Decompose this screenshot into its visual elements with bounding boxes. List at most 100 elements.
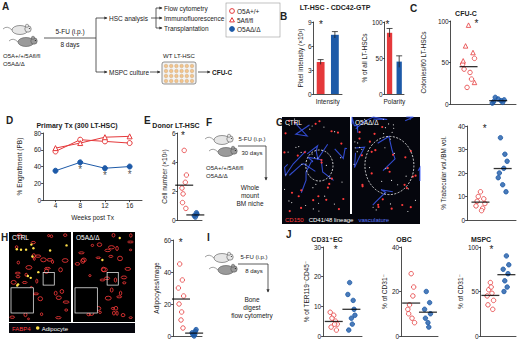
svg-text:20: 20 xyxy=(34,180,42,187)
svg-text:*: * xyxy=(103,170,107,181)
svg-text:10: 10 xyxy=(314,303,322,310)
svg-text:Flow cytometry: Flow cytometry xyxy=(164,5,208,13)
svg-text:CD31⁺EC: CD31⁺EC xyxy=(311,236,342,243)
svg-text:5-FU (i.p.): 5-FU (i.p.) xyxy=(241,254,268,260)
svg-text:CD41/48 lineage: CD41/48 lineage xyxy=(309,217,354,223)
svg-text:*: * xyxy=(334,244,338,255)
svg-text:B: B xyxy=(280,11,287,22)
svg-text:OBC: OBC xyxy=(396,236,412,243)
svg-text:5Afl/fl: 5Afl/fl xyxy=(237,17,254,24)
svg-text:20: 20 xyxy=(392,288,400,295)
svg-text:Colonies/60 LT-HSCs: Colonies/60 LT-HSCs xyxy=(420,31,427,94)
svg-text:30 days: 30 days xyxy=(241,150,262,156)
svg-text:Immunofluorescence: Immunofluorescence xyxy=(164,15,225,22)
svg-text:9: 9 xyxy=(308,19,312,26)
svg-text:HSC analysis: HSC analysis xyxy=(109,15,149,23)
svg-text:30: 30 xyxy=(314,244,322,251)
svg-text:8: 8 xyxy=(78,202,82,209)
svg-text:Adipocyte: Adipocyte xyxy=(42,326,69,332)
svg-text:CD150: CD150 xyxy=(285,217,304,223)
svg-text:0: 0 xyxy=(318,333,322,340)
svg-text:C: C xyxy=(410,3,417,14)
svg-text:16: 16 xyxy=(126,202,134,209)
svg-text:100: 100 xyxy=(468,244,479,251)
svg-text:CTRL: CTRL xyxy=(285,119,302,126)
svg-text:WT LT-HSC: WT LT-HSC xyxy=(163,53,195,59)
svg-text:BM niche: BM niche xyxy=(236,200,263,207)
svg-text:Bone: Bone xyxy=(244,296,260,303)
svg-text:flow cytometry: flow cytometry xyxy=(231,312,273,320)
svg-text:E: E xyxy=(144,115,151,126)
svg-text:*: * xyxy=(386,19,390,30)
svg-text:Polarity: Polarity xyxy=(384,98,406,106)
svg-text:O5AΔ/Δ: O5AΔ/Δ xyxy=(237,26,261,33)
svg-text:20: 20 xyxy=(314,273,322,280)
svg-text:O5AΔ/Δ: O5AΔ/Δ xyxy=(3,61,25,67)
svg-text:Pixel intensity (×10³): Pixel intensity (×10³) xyxy=(297,28,305,87)
svg-text:Whole: Whole xyxy=(241,184,260,191)
svg-text:Cell number (×10²): Cell number (×10²) xyxy=(161,149,169,203)
svg-text:J: J xyxy=(286,229,292,240)
svg-text:*: * xyxy=(181,130,185,141)
svg-text:0: 0 xyxy=(396,333,400,340)
svg-text:2: 2 xyxy=(172,188,176,195)
svg-text:H: H xyxy=(1,232,8,243)
svg-text:Adipocytes/image: Adipocytes/image xyxy=(153,262,161,314)
svg-text:0: 0 xyxy=(308,91,312,98)
svg-text:CTRL: CTRL xyxy=(12,234,29,241)
svg-text:Intensity: Intensity xyxy=(316,98,341,106)
svg-text:0: 0 xyxy=(462,217,466,224)
svg-text:50: 50 xyxy=(376,55,384,62)
svg-text:Donor LT-HSC: Donor LT-HSC xyxy=(152,122,199,129)
svg-text:0: 0 xyxy=(445,101,449,108)
svg-text:0: 0 xyxy=(475,333,479,340)
svg-text:100: 100 xyxy=(438,18,449,25)
svg-text:D: D xyxy=(6,115,13,126)
svg-text:12: 12 xyxy=(101,202,109,209)
svg-text:4: 4 xyxy=(54,202,58,209)
svg-text:0: 0 xyxy=(172,217,176,224)
svg-text:10: 10 xyxy=(458,193,466,200)
svg-text:60: 60 xyxy=(34,146,42,153)
svg-text:vasculature: vasculature xyxy=(358,217,389,223)
svg-text:20: 20 xyxy=(458,170,466,177)
svg-text:40: 40 xyxy=(164,269,172,276)
svg-text:MSPC: MSPC xyxy=(471,236,491,243)
svg-text:*: * xyxy=(475,18,479,29)
svg-text:6: 6 xyxy=(308,43,312,50)
svg-text:0: 0 xyxy=(379,91,383,98)
svg-text:O5A+/+: O5A+/+ xyxy=(237,8,260,15)
svg-text:0: 0 xyxy=(38,197,42,204)
svg-text:O5AΔ/Δ: O5AΔ/Δ xyxy=(76,234,100,241)
svg-text:% Engraftment (PB): % Engraftment (PB) xyxy=(16,138,24,196)
svg-text:40: 40 xyxy=(392,244,400,251)
svg-text:30: 30 xyxy=(458,146,466,153)
svg-text:% of all LT-HSCs: % of all LT-HSCs xyxy=(361,33,368,83)
svg-text:40: 40 xyxy=(458,123,466,130)
svg-text:O5A+/+/5Afl/fl: O5A+/+/5Afl/fl xyxy=(3,53,40,59)
svg-text:digest: digest xyxy=(243,304,261,312)
svg-text:5-FU (i.p.): 5-FU (i.p.) xyxy=(55,28,84,36)
svg-text:CFU-C: CFU-C xyxy=(455,10,477,17)
svg-text:Primary Tx (300 LT-HSC): Primary Tx (300 LT-HSC) xyxy=(36,122,117,130)
svg-text:20: 20 xyxy=(164,301,172,308)
svg-text:O5A+/+/5Afl/fl: O5A+/+/5Afl/fl xyxy=(206,165,243,171)
svg-text:5-FU (i.p.): 5-FU (i.p.) xyxy=(239,136,266,142)
svg-text:mount: mount xyxy=(241,192,259,199)
svg-text:60: 60 xyxy=(164,237,172,244)
svg-text:Weeks post Tx: Weeks post Tx xyxy=(71,214,114,222)
svg-text:FABP4: FABP4 xyxy=(12,326,31,332)
svg-text:% Trabecular vol./BM vol.: % Trabecular vol./BM vol. xyxy=(440,136,447,210)
svg-text:6: 6 xyxy=(172,130,176,137)
svg-text:100: 100 xyxy=(372,19,383,26)
svg-text:*: * xyxy=(319,19,323,30)
svg-text:50: 50 xyxy=(472,288,480,295)
svg-text:50: 50 xyxy=(442,59,450,66)
svg-text:40: 40 xyxy=(34,163,42,170)
svg-text:% of TER119⁻CD45⁻: % of TER119⁻CD45⁻ xyxy=(303,261,310,323)
svg-text:CFU-C: CFU-C xyxy=(212,69,233,76)
svg-text:*: * xyxy=(490,244,494,255)
svg-text:0: 0 xyxy=(168,333,172,340)
svg-text:LT-HSC - CDC42-GTP: LT-HSC - CDC42-GTP xyxy=(300,4,371,11)
svg-text:*: * xyxy=(78,164,82,175)
